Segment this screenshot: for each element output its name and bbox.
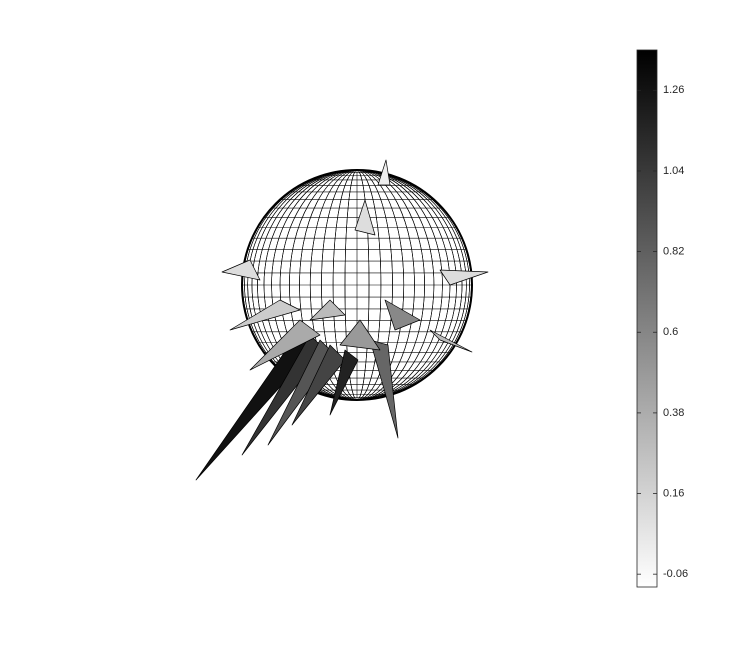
colorbar-gradient — [636, 49, 658, 588]
colorbar-tick-label: 0.82 — [663, 246, 684, 258]
colorbar-tick-label: 0.38 — [663, 407, 684, 419]
mesh-line — [242, 169, 472, 401]
colorbar-tick-label: 0.16 — [663, 487, 684, 499]
colorbar-tick-label: 0.6 — [663, 326, 678, 338]
colorbar-tick-label: 1.26 — [663, 84, 684, 96]
colorbar: -0.06 0.16 0.38 0.6 0.82 1.04 1.26 — [636, 49, 688, 588]
colorbar-tick-label: 1.04 — [663, 165, 684, 177]
surface-spikes — [195, 159, 489, 481]
colorbar-tick-label: -0.06 — [663, 568, 688, 580]
